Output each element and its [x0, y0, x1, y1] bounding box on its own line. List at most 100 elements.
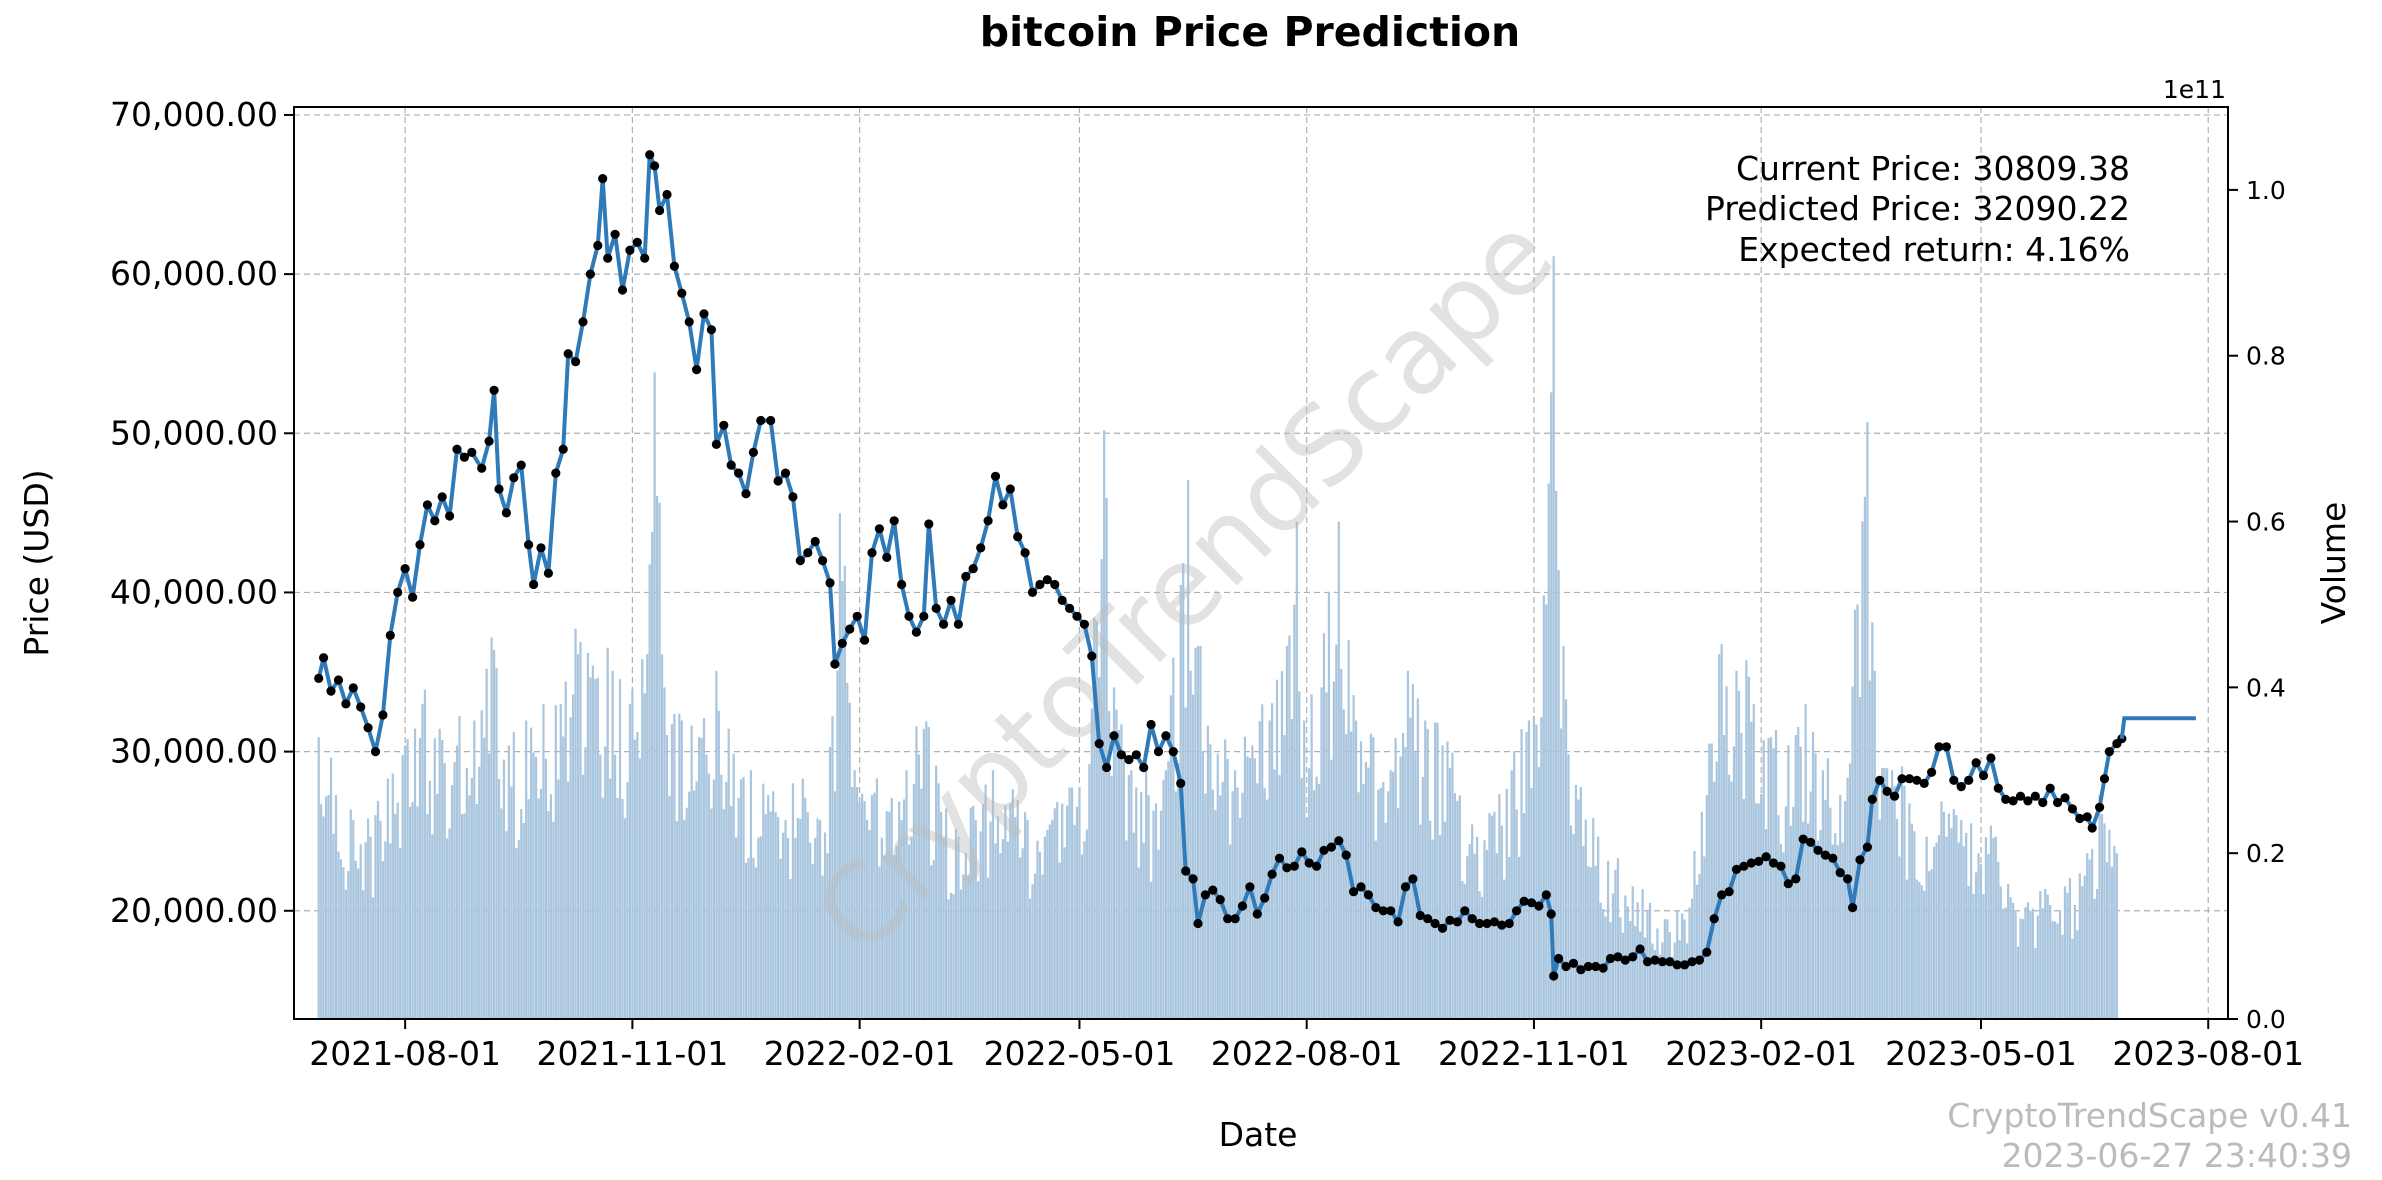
price-marker — [1724, 887, 1734, 897]
price-marker — [706, 325, 717, 335]
volume-bar — [408, 806, 412, 1019]
volume-bar — [421, 703, 424, 1019]
y-axis-right: 0.0 0.2 0.4 0.6 0.8 1.0 — [2228, 176, 2286, 1034]
volume-bar — [732, 753, 735, 1019]
volume-bar — [853, 770, 856, 1019]
volume-bar — [1520, 729, 1523, 1019]
volume-bar — [1713, 781, 1716, 1019]
volume-bar — [1238, 817, 1242, 1019]
volume-bar — [739, 779, 743, 1019]
volume-bar — [1856, 604, 1859, 1019]
price-marker — [1534, 901, 1544, 911]
volume-bar — [613, 754, 617, 1019]
volume-bar — [2031, 908, 2034, 1019]
volume-bar — [930, 865, 933, 1019]
volume-bar — [969, 807, 972, 1019]
price-marker — [1423, 914, 1433, 924]
price-marker — [1934, 742, 1944, 752]
volume-bar — [1569, 825, 1573, 1019]
volume-bar — [1345, 734, 1348, 1019]
volume-bar — [710, 808, 713, 1019]
volume-bar — [567, 781, 570, 1019]
price-marker — [897, 579, 907, 590]
volume-bar — [715, 670, 718, 1019]
price-marker — [1519, 896, 1529, 906]
volume-bar — [1606, 860, 1610, 1019]
volume-bar — [742, 776, 745, 1019]
volume-bar — [1826, 758, 1829, 1019]
volume-bar — [1211, 789, 1214, 1019]
price-marker — [1546, 909, 1556, 919]
volume-bar — [1876, 787, 1879, 1019]
price-marker — [363, 723, 373, 733]
volume-bar — [389, 843, 392, 1019]
volume-bar — [1535, 724, 1538, 1019]
price-marker — [924, 519, 934, 529]
volume-bar — [1283, 735, 1286, 1019]
volume-bar — [485, 668, 488, 1019]
volume-bar — [428, 780, 431, 1019]
price-marker — [1188, 874, 1198, 884]
volume-bar — [552, 821, 555, 1019]
volume-bar — [653, 372, 656, 1019]
price-marker — [830, 659, 840, 669]
volume-bar — [1886, 768, 1889, 1019]
volume-bar — [1451, 752, 1454, 1019]
price-marker — [1356, 882, 1366, 892]
price-marker — [2023, 796, 2033, 806]
volume-bar — [1372, 737, 1375, 1019]
volume-bar — [1918, 882, 1921, 1019]
volume-bar — [1942, 811, 1946, 1019]
price-marker — [1267, 869, 1277, 879]
volume-bar — [851, 786, 854, 1019]
volume-bar — [1836, 845, 1839, 1019]
price-marker — [445, 511, 455, 521]
volume-bar — [1085, 829, 1088, 1019]
price-marker — [1541, 890, 1551, 900]
volume-bar — [1056, 801, 1059, 1019]
volume-bar — [994, 843, 997, 1019]
volume-bar — [1461, 881, 1464, 1019]
volume-bar — [996, 816, 1000, 1019]
price-marker — [1820, 850, 1830, 860]
volume-bar — [917, 754, 921, 1019]
x-tick-label: 2023-02-01 — [1665, 1034, 1857, 1073]
volume-bar — [1327, 591, 1331, 1019]
volume-bar — [1300, 777, 1303, 1019]
volume-bar — [359, 844, 362, 1019]
volume-bar — [762, 783, 765, 1019]
volume-bar — [1577, 799, 1580, 1019]
volume-bar — [1915, 879, 1918, 1019]
volume-bar — [2011, 902, 2015, 1019]
volume-bar — [1908, 803, 1911, 1019]
volume-bar — [717, 710, 720, 1019]
volume-bar — [1651, 943, 1654, 1019]
price-marker — [1635, 944, 1645, 954]
volume-bar — [1147, 795, 1150, 1019]
volume-bar — [1555, 490, 1558, 1019]
volume-bar — [1656, 928, 1659, 1019]
volume-bar — [1490, 815, 1494, 1019]
plot-frame — [293, 106, 2229, 1020]
volume-bar — [433, 738, 436, 1019]
volume-bar — [804, 797, 807, 1019]
volume-bar — [1928, 871, 1931, 1019]
price-marker — [1628, 952, 1638, 962]
volume-bar — [1503, 879, 1506, 1019]
price-marker — [931, 603, 941, 614]
price-marker — [684, 317, 694, 327]
volume-bar — [596, 677, 599, 1019]
volume-bar — [317, 737, 320, 1019]
volume-bar — [460, 814, 464, 1019]
volume-bar — [416, 806, 419, 1019]
volume-bar — [940, 811, 943, 1019]
volume-bar — [1409, 717, 1412, 1019]
volume-bar — [1614, 869, 1617, 1019]
price-marker — [640, 253, 650, 263]
volume-bar — [1550, 392, 1553, 1019]
volume-bar — [1271, 703, 1274, 1019]
price-marker — [748, 447, 759, 457]
volume-bar — [759, 836, 762, 1019]
volume-bar — [2078, 873, 2081, 1019]
volume-bar — [1895, 818, 1899, 1019]
